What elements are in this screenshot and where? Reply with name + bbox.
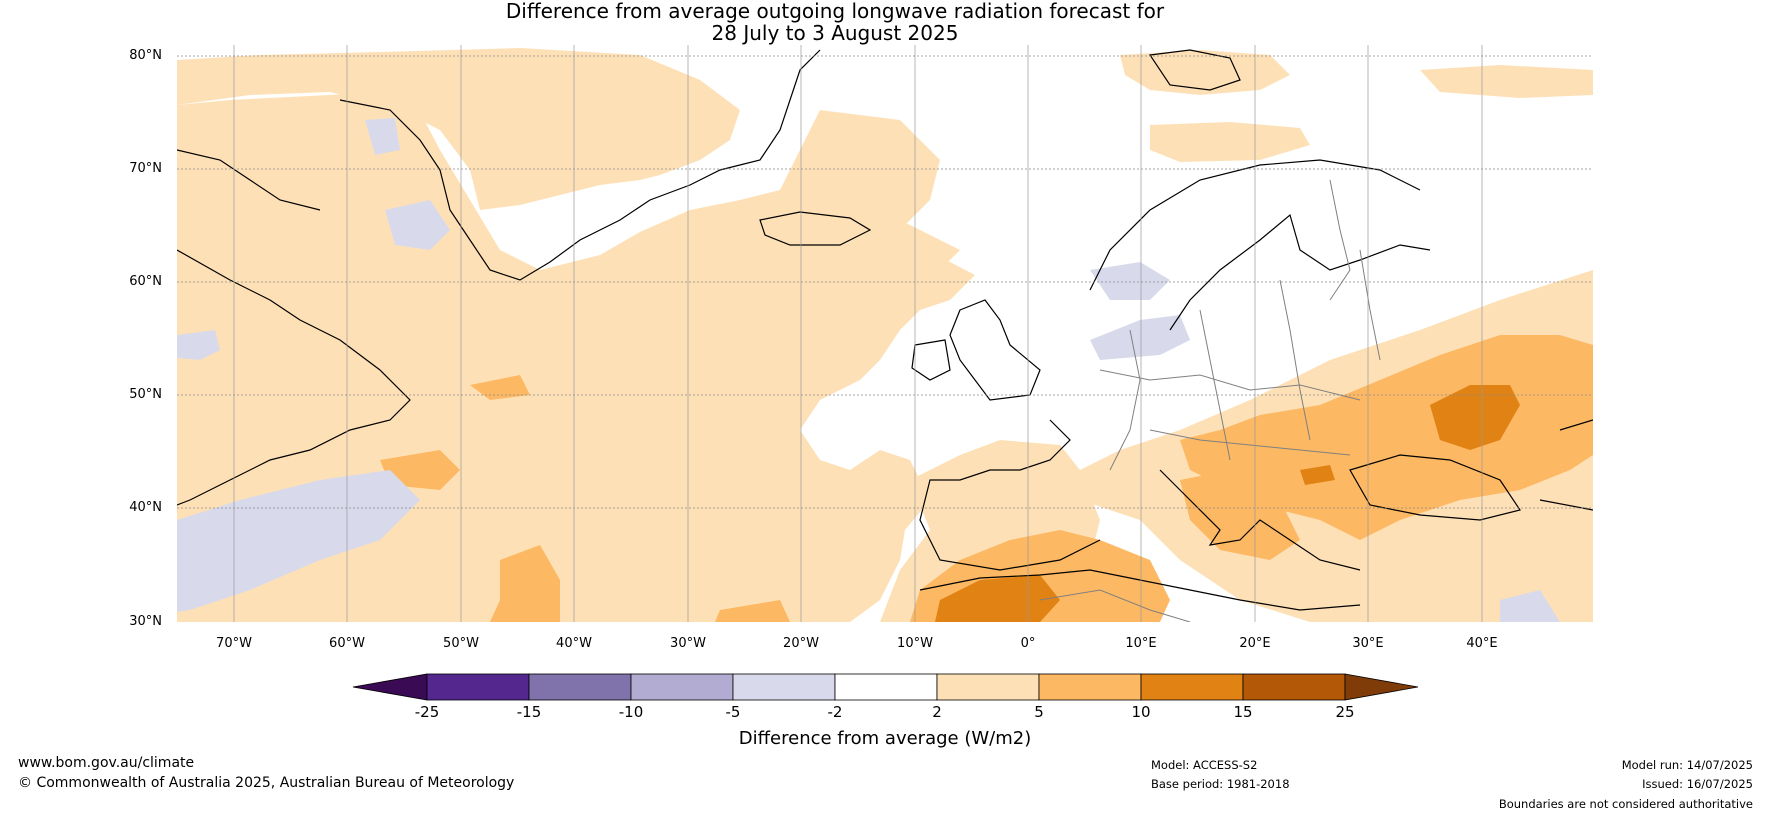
colorbar-swatch-2: [528, 673, 632, 701]
anomaly-region-balkans-warm: [1180, 470, 1300, 560]
anomaly-region-balkans-hot: [1300, 465, 1335, 485]
anomaly-region-ukraine-hot: [1430, 385, 1520, 450]
coastline-north-africa: [919, 569, 1361, 611]
border-3: [1199, 309, 1231, 461]
lon-label-50w: 50°W: [443, 636, 479, 651]
colorbar-tick-label: -2: [827, 703, 843, 721]
footer-disclaimer: Boundaries are not considered authoritat…: [1498, 797, 1753, 811]
coastline-ireland: [911, 339, 951, 381]
anomaly-region-atlantic-warm-4: [715, 600, 790, 622]
map-area: [177, 45, 1593, 622]
lon-label-10e: 10°E: [1125, 636, 1157, 651]
anomaly-region-north-sea-cool: [1090, 315, 1190, 360]
lat-label-50n: 50°N: [129, 387, 162, 402]
lon-label-30w: 30°W: [670, 636, 706, 651]
lon-label-60w: 60°W: [329, 636, 365, 651]
colorbar-tick-label: -25: [414, 703, 440, 721]
anomaly-region-labrador-cool: [177, 470, 420, 612]
anomaly-region-scandinavia-cool: [1090, 262, 1170, 300]
lat-label-60n: 60°N: [129, 274, 162, 289]
border-4: [1279, 279, 1311, 441]
colorbar-swatch-9: [1242, 673, 1346, 701]
coastline-europe-west: [919, 419, 1101, 571]
chart-title-line2: 28 July to 3 August 2025: [711, 21, 959, 45]
anomaly-region-atlantic-warm-2: [490, 545, 560, 622]
anomaly-region-baffin-cool: [365, 118, 400, 155]
coastline-greenland: [339, 49, 821, 281]
lon-label-40e: 40°E: [1466, 636, 1498, 651]
colorbar-tick-label: 15: [1233, 703, 1253, 721]
colorbar-swatch-3: [630, 673, 734, 701]
border-5: [1359, 249, 1381, 361]
coastlines: [177, 49, 1593, 611]
colorbar-tick-label: 10: [1131, 703, 1151, 721]
lon-label-10w: 10°W: [897, 636, 933, 651]
anomaly-region-newfoundland-cool: [177, 330, 220, 360]
colorbar-title: Difference from average (W/m2): [738, 728, 1032, 749]
colorbar-tick-label: -5: [725, 703, 741, 721]
lon-label-20e: 20°E: [1239, 636, 1271, 651]
lon-label-40w: 40°W: [556, 636, 592, 651]
coastline-italy-balkans: [1159, 469, 1361, 571]
meridians: [233, 45, 1483, 622]
coastline-iceland: [759, 211, 872, 246]
lon-label-70w: 70°W: [216, 636, 252, 651]
colorbar-swatch-6: [936, 673, 1040, 701]
colorbar-swatch-5: [834, 673, 938, 701]
footer-model: Model: ACCESS-S2: [1151, 758, 1258, 772]
anomaly-region-barents: [1150, 122, 1310, 162]
coastline-svalbard: [1148, 49, 1241, 91]
graticule: [177, 55, 1593, 509]
footer-base-period: Base period: 1981-2018: [1151, 777, 1290, 791]
colorbar-tick-label: -15: [516, 703, 542, 721]
border-7: [1149, 429, 1351, 456]
colorbar-swatch-4: [732, 673, 836, 701]
anomaly-region-east-cool: [1500, 590, 1560, 622]
coastline-labrador: [177, 249, 411, 506]
colorbar-tick-label: -10: [618, 703, 644, 721]
colorbar-tick-label: 5: [1034, 703, 1044, 721]
colorbar-tick-label: 2: [932, 703, 942, 721]
lon-label-20w: 20°W: [783, 636, 819, 651]
anomaly-region-sahara-hot: [935, 575, 1060, 622]
colorbar-max-arrow: [1344, 673, 1419, 701]
lat-label-70n: 70°N: [129, 161, 162, 176]
coastline-east: [1539, 419, 1593, 511]
chart-title-line1: Difference from average outgoing longwav…: [505, 0, 1165, 23]
lon-label-0: 0°: [1020, 636, 1036, 651]
colorbar-swatch-7: [1038, 673, 1142, 701]
border-1: [1099, 369, 1361, 401]
footer-issued: Issued: 16/07/2025: [1642, 777, 1753, 791]
anomaly-region-arctic: [1120, 50, 1290, 95]
country-borders: [1039, 179, 1381, 622]
lat-label-80n: 80°N: [129, 48, 162, 63]
footer-copyright: © Commonwealth of Australia 2025, Austra…: [18, 775, 515, 791]
anomaly-region-atlantic-warm-3: [470, 375, 530, 400]
coastline-baffin: [177, 149, 321, 211]
footer-model-run: Model run: 14/07/2025: [1621, 758, 1753, 772]
colorbar-min-arrow: [352, 673, 428, 701]
colorbar-swatch-8: [1140, 673, 1244, 701]
lat-label-30n: 30°N: [129, 614, 162, 629]
anomaly-region-svalbard-east: [1420, 65, 1593, 98]
lat-label-40n: 40°N: [129, 500, 162, 515]
border-2: [1109, 329, 1141, 471]
anomaly-region-greenland-cool: [385, 200, 450, 250]
colorbar: [352, 673, 1419, 701]
colorbar-tick-label: 25: [1335, 703, 1355, 721]
coastline-sweden-finland: [1169, 213, 1431, 331]
anomaly-region-greenland-inland: [177, 48, 740, 210]
colorbar-swatch-1: [426, 673, 530, 701]
lon-label-30e: 30°E: [1352, 636, 1384, 651]
border-6: [1329, 179, 1351, 301]
border-8: [1039, 589, 1191, 622]
footer-website: www.bom.gov.au/climate: [18, 755, 195, 771]
anomaly-region-north-atlantic-east: [740, 190, 960, 310]
coastline-norway: [1089, 159, 1421, 291]
